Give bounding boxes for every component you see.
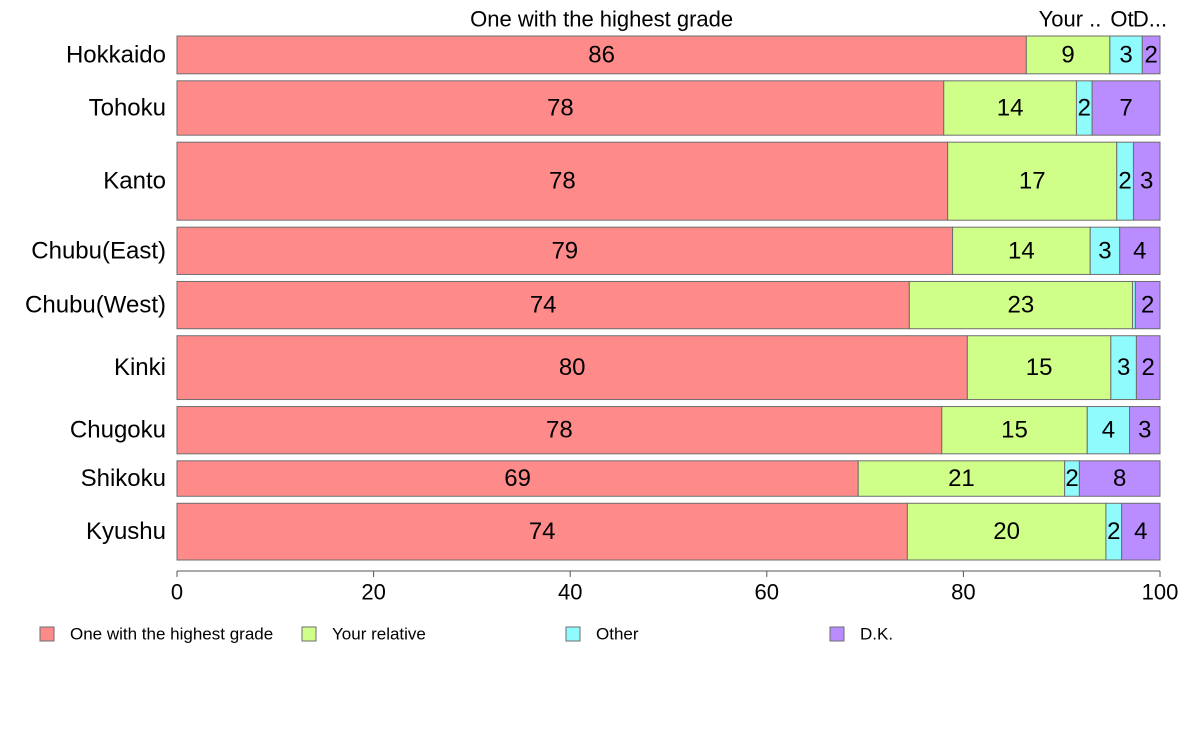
data-label-other-kyushu: 2 (1107, 518, 1120, 545)
data-label-one-with-the-highest-grade-chugoku: 78 (546, 417, 573, 444)
data-label-other-chugoku: 4 (1102, 417, 1115, 444)
data-label-your-relative-chugoku: 15 (1001, 417, 1028, 444)
data-label-one-with-the-highest-grade-chubu-west: 74 (530, 292, 557, 319)
bar-your-relative-chubu-west (908, 280, 1133, 330)
bar-one-with-the-highest-grade-chugoku (176, 406, 943, 455)
bar-your-relative-kanto (947, 141, 1118, 221)
x-tick-label-40: 40 (558, 580, 582, 605)
legend: One with the highest grade Your relative O… (39, 625, 893, 644)
bar-one-with-the-highest-grade-chubu-west (176, 280, 910, 330)
bar-one-with-the-highest-grade-shikoku (176, 460, 859, 497)
bar-your-relative-kinki (966, 335, 1112, 401)
data-label-other-kinki: 3 (1117, 354, 1130, 381)
bar-d-k-kinki (1135, 335, 1161, 401)
legend-label-your-relative: Your relative (332, 625, 426, 644)
data-label-other-chubu-east: 3 (1098, 237, 1111, 264)
bar-one-with-the-highest-grade-chubu-east (176, 226, 954, 275)
category-label-hokkaido: Hokkaido (66, 41, 166, 68)
bar-d-k-tohoku (1091, 80, 1161, 136)
bar-d-k-shikoku (1078, 460, 1161, 497)
bar-d-k-chugoku (1129, 406, 1161, 455)
data-label-your-relative-hokkaido: 9 (1061, 41, 1074, 68)
x-tick-label-0: 0 (171, 580, 183, 605)
data-label-your-relative-kinki: 15 (1026, 354, 1053, 381)
data-label-your-relative-tohoku: 14 (997, 95, 1024, 122)
bar-d-k-kyushu (1121, 502, 1161, 561)
bars-group: 86 9 3 278 14 2 778 17 2 379 14 3 474 23 280 15 3 278 15 4 3… (176, 35, 1161, 561)
data-label-d-k-shikoku: 8 (1113, 465, 1126, 492)
bar-your-relative-kyushu (906, 502, 1107, 561)
category-label-chubu-east: Chubu(East) (31, 237, 166, 264)
category-label-kyushu: Kyushu (86, 518, 166, 545)
category-label-chugoku: Chugoku (70, 417, 166, 444)
category-labels: Hokkaido Tohoku Kanto Chubu(East) Chubu(West… (25, 41, 166, 545)
legend-swatch-d-k (829, 626, 845, 642)
top-label-3: D... (1133, 7, 1167, 32)
data-label-your-relative-chubu-east: 14 (1008, 237, 1035, 264)
data-label-your-relative-kyushu: 20 (993, 518, 1020, 545)
data-label-d-k-kyushu: 4 (1134, 518, 1147, 545)
data-label-one-with-the-highest-grade-kinki: 80 (559, 354, 586, 381)
bar-d-k-chubu-east (1119, 226, 1161, 275)
category-label-kanto: Kanto (103, 168, 166, 195)
data-label-one-with-the-highest-grade-tohoku: 78 (547, 95, 574, 122)
top-label-2: Ot (1110, 7, 1133, 32)
data-label-d-k-chubu-west: 2 (1141, 292, 1154, 319)
data-label-d-k-chugoku: 3 (1138, 417, 1151, 444)
data-label-d-k-chubu-east: 4 (1133, 237, 1146, 264)
top-label-1: Your .. (1039, 7, 1102, 32)
x-tick-label-60: 60 (755, 580, 779, 605)
data-label-one-with-the-highest-grade-shikoku: 69 (504, 465, 531, 492)
bar-other-chugoku (1086, 406, 1131, 455)
x-tick-label-100: 100 (1142, 580, 1179, 605)
x-tick-label-80: 80 (951, 580, 975, 605)
category-label-shikoku: Shikoku (81, 465, 166, 492)
data-label-other-tohoku: 2 (1078, 95, 1091, 122)
data-label-your-relative-kanto: 17 (1019, 168, 1046, 195)
data-label-your-relative-shikoku: 21 (948, 465, 975, 492)
bar-d-k-hokkaido (1141, 35, 1161, 75)
category-label-tohoku: Tohoku (89, 95, 166, 122)
data-label-other-shikoku: 2 (1065, 465, 1078, 492)
bar-your-relative-tohoku (943, 80, 1077, 136)
data-label-one-with-the-highest-grade-kanto: 78 (549, 168, 576, 195)
bar-other-kinki (1110, 335, 1137, 401)
bar-one-with-the-highest-grade-kanto (176, 141, 949, 221)
data-label-one-with-the-highest-grade-kyushu: 74 (529, 518, 556, 545)
legend-swatch-other (565, 626, 581, 642)
legend-swatch-one-with-the-highest-grade (39, 626, 55, 642)
data-label-d-k-kanto: 3 (1140, 168, 1153, 195)
top-label-0: One with the highest grade (470, 7, 733, 32)
legend-label-one-with-the-highest-grade: One with the highest grade (70, 625, 273, 644)
legend-label-d-k: D.K. (860, 625, 893, 644)
bar-your-relative-hokkaido (1025, 35, 1111, 75)
bar-one-with-the-highest-grade-kyushu (176, 502, 908, 561)
category-label-kinki: Kinki (114, 354, 166, 381)
data-label-one-with-the-highest-grade-chubu-east: 79 (551, 237, 578, 264)
data-label-one-with-the-highest-grade-hokkaido: 86 (588, 41, 615, 68)
x-tick-label-20: 20 (361, 580, 385, 605)
bar-one-with-the-highest-grade-hokkaido (176, 35, 1027, 75)
category-label-chubu-west: Chubu(West) (25, 292, 166, 319)
bar-your-relative-chubu-east (952, 226, 1091, 275)
x-axis: 0 20 40 60 80 100 (171, 570, 1179, 605)
bar-d-k-chubu-west (1134, 280, 1161, 330)
bar-your-relative-shikoku (857, 460, 1066, 497)
bar-your-relative-chugoku (941, 406, 1088, 455)
data-label-d-k-kinki: 2 (1142, 354, 1155, 381)
bar-other-hokkaido (1109, 35, 1143, 75)
data-label-other-hokkaido: 3 (1119, 41, 1132, 68)
data-label-your-relative-chubu-west: 23 (1008, 292, 1035, 319)
data-label-d-k-tohoku: 7 (1119, 95, 1132, 122)
legend-label-other: Other (596, 625, 639, 644)
bar-one-with-the-highest-grade-tohoku (176, 80, 945, 136)
data-label-d-k-hokkaido: 2 (1144, 41, 1157, 68)
legend-swatch-your-relative (301, 626, 317, 642)
bar-d-k-kanto (1132, 141, 1161, 221)
top-series-labels: One with the highest grade Your .. Ot D... (470, 7, 1167, 32)
data-label-other-kanto: 2 (1118, 168, 1131, 195)
